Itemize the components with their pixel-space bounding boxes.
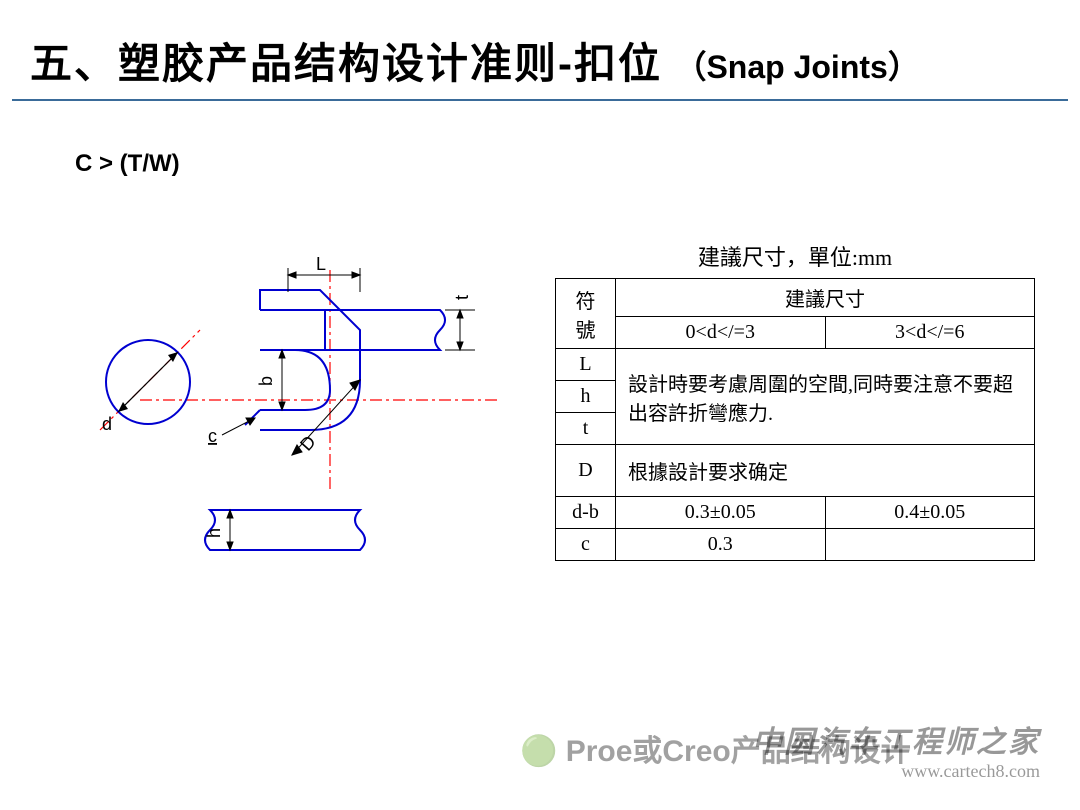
- cell-note-lht: 設計時要考慮周圍的空間,同時要注意不要超出容許折彎應力.: [616, 349, 1035, 445]
- th-range2: 3<d</=6: [825, 317, 1035, 349]
- slide-title: 五、塑胶产品结构设计准则-扣位 （Snap Joints）: [0, 0, 1080, 99]
- cell-sym: L: [556, 349, 616, 381]
- table-row: 符號 建議尺寸: [556, 279, 1035, 317]
- table-caption: 建議尺寸，單位:mm: [555, 240, 1035, 272]
- label-b: b: [256, 376, 276, 386]
- cell-sym: d-b: [556, 497, 616, 529]
- label-t: t: [452, 295, 472, 300]
- table-row: d-b 0.3±0.05 0.4±0.05: [556, 497, 1035, 529]
- spec-table: 符號 建議尺寸 0<d</=3 3<d</=6 L 設計時要考慮周圍的空間,同時…: [555, 278, 1035, 561]
- cell-sym: h: [556, 381, 616, 413]
- snap-joint-diagram: d: [60, 230, 520, 590]
- cell-db1: 0.3±0.05: [616, 497, 826, 529]
- title-main: 五、塑胶产品结构设计准则-扣位: [30, 40, 662, 87]
- table-row: D 根據設計要求确定: [556, 445, 1035, 497]
- snap-body: [205, 290, 445, 550]
- cell-db2: 0.4±0.05: [825, 497, 1035, 529]
- title-underline: [12, 99, 1068, 101]
- watermark-site: 中国汽车工程师之家 www.cartech8.com: [752, 717, 1040, 782]
- cell-sym: c: [556, 529, 616, 561]
- table-row: L 設計時要考慮周圍的空間,同時要注意不要超出容許折彎應力.: [556, 349, 1035, 381]
- table-row: c 0.3: [556, 529, 1035, 561]
- cell-sym: D: [556, 445, 616, 497]
- th-rec: 建議尺寸: [616, 279, 1035, 317]
- label-h: h: [204, 528, 224, 538]
- cell-note-D: 根據設計要求确定: [616, 445, 1035, 497]
- centerlines: [100, 270, 500, 490]
- th-range1: 0<d</=3: [616, 317, 826, 349]
- th-symbol: 符號: [556, 279, 616, 349]
- label-d: d: [102, 414, 112, 434]
- table-row: 0<d</=3 3<d</=6: [556, 317, 1035, 349]
- formula-text: C > (T/W): [75, 150, 180, 178]
- cell-c: 0.3: [616, 529, 826, 561]
- cell-sym: t: [556, 413, 616, 445]
- cell-c-empty: [825, 529, 1035, 561]
- title-paren: （Snap Joints）: [674, 49, 919, 85]
- label-c: c: [208, 426, 217, 446]
- label-L: L: [316, 254, 326, 274]
- spec-table-area: 建議尺寸，單位:mm 符號 建議尺寸 0<d</=3 3<d</=6 L 設計時…: [555, 240, 1035, 561]
